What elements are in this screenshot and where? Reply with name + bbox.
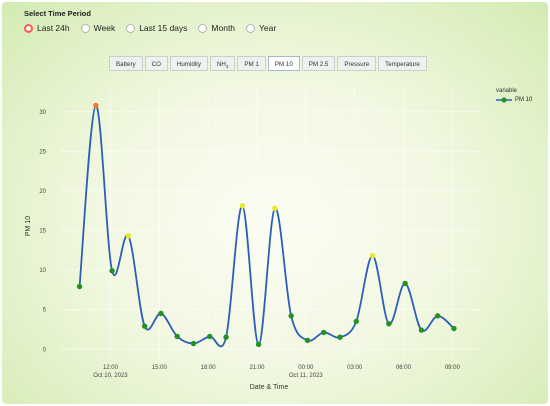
data-point[interactable] [93,102,99,109]
radio-label: Last 24h [37,23,70,33]
tab-co[interactable]: CO [144,56,168,71]
y-tick-label: 30 [39,110,46,116]
chart-gridlines [60,88,480,357]
y-axis-label: PM 10 [25,216,32,236]
tab-temperature[interactable]: Temperature [378,56,427,71]
radio-last-15-days[interactable]: Last 15 days [126,23,187,33]
y-tick-label: 25 [39,149,46,155]
radio-label: Last 15 days [139,23,188,33]
pm10-series-line [78,104,455,348]
y-tick-label: 20 [39,189,46,195]
data-point[interactable] [321,329,327,336]
y-tick-label: 10 [39,268,46,274]
legend-title: variable [496,88,518,94]
x-axis-ticks: 12:00 Oct 10, 2023 15:00 18:00 21:00 00:00 Oct… [93,365,460,379]
x-tick-label: 00:00 [298,365,314,371]
radio-year[interactable]: Year [246,23,276,33]
data-point[interactable] [386,321,392,327]
tab-humidity[interactable]: Humidity [169,56,208,71]
data-point[interactable] [402,280,408,287]
radio-last-24h[interactable]: Last 24h [24,23,70,33]
radio-unselected-icon [198,23,208,33]
data-point[interactable] [369,253,376,259]
data-point[interactable] [255,341,262,348]
data-point[interactable] [288,313,294,319]
tab-pm10[interactable]: PM 10 [267,56,300,71]
data-point[interactable] [434,313,441,319]
radio-label: Month [211,23,236,33]
radio-month[interactable]: Month [198,23,235,33]
legend-label: PM 10 [515,97,533,103]
tab-pm1[interactable]: PM 1 [237,56,266,71]
variable-tab-bar: Battery CO Humidity NH3 PM 1 PM 10 PM 2.… [109,56,429,71]
radio-label: Week [93,23,116,33]
data-point[interactable] [304,337,311,344]
data-point[interactable] [109,268,115,274]
data-point[interactable] [158,310,164,317]
data-point[interactable] [207,333,213,340]
data-point[interactable] [451,325,457,332]
chart-legend: variable PM 10 [496,88,532,104]
data-point[interactable] [337,334,343,340]
data-point[interactable] [174,333,180,340]
y-axis-ticks: 0 5 10 15 20 25 30 [39,110,46,353]
time-period-radio-group: Last 24h Week Last 15 days Month Year [24,23,287,33]
radio-unselected-icon [246,23,256,33]
radio-selected-icon [24,23,33,33]
x-tick-date-label: Oct 10, 2023 [93,373,128,379]
legend-line-marker-icon [496,97,512,103]
x-tick-label: 06:00 [396,365,412,371]
data-point[interactable] [223,334,229,340]
x-tick-label: 21:00 [249,365,265,371]
data-point[interactable] [418,327,425,333]
data-point[interactable] [125,233,132,239]
legend-item-pm10[interactable]: PM 10 [496,96,532,104]
radio-week[interactable]: Week [80,23,116,33]
y-tick-label: 5 [43,308,47,314]
tab-pressure[interactable]: Pressure [337,56,377,71]
x-tick-label: 12:00 [103,365,119,371]
x-tick-label: 15:00 [152,365,168,371]
x-axis-label: Date & Time [250,384,289,391]
tab-nh3[interactable]: NH3 [209,56,236,71]
y-tick-label: 15 [39,229,46,235]
data-point[interactable] [353,318,359,325]
data-point[interactable] [272,205,278,211]
tab-pm25[interactable]: PM 2.5 [301,56,336,71]
x-tick-label: 18:00 [201,365,217,371]
data-point[interactable] [239,203,246,209]
tab-battery[interactable]: Battery [109,56,143,71]
data-point[interactable] [76,283,83,290]
tab-nh3-label: NH3 [216,61,229,70]
data-point[interactable] [190,340,197,347]
x-tick-label: 03:00 [347,365,363,371]
radio-label: Year [259,23,277,33]
pm10-data-points [76,102,457,348]
x-tick-label: 09:00 [445,365,461,371]
radio-unselected-icon [80,23,90,33]
time-period-title: Select Time Period [24,9,91,18]
y-tick-label: 0 [43,347,47,353]
radio-unselected-icon [126,23,136,33]
data-point[interactable] [141,323,148,329]
x-tick-date-label: Oct 11, 2023 [289,373,324,379]
